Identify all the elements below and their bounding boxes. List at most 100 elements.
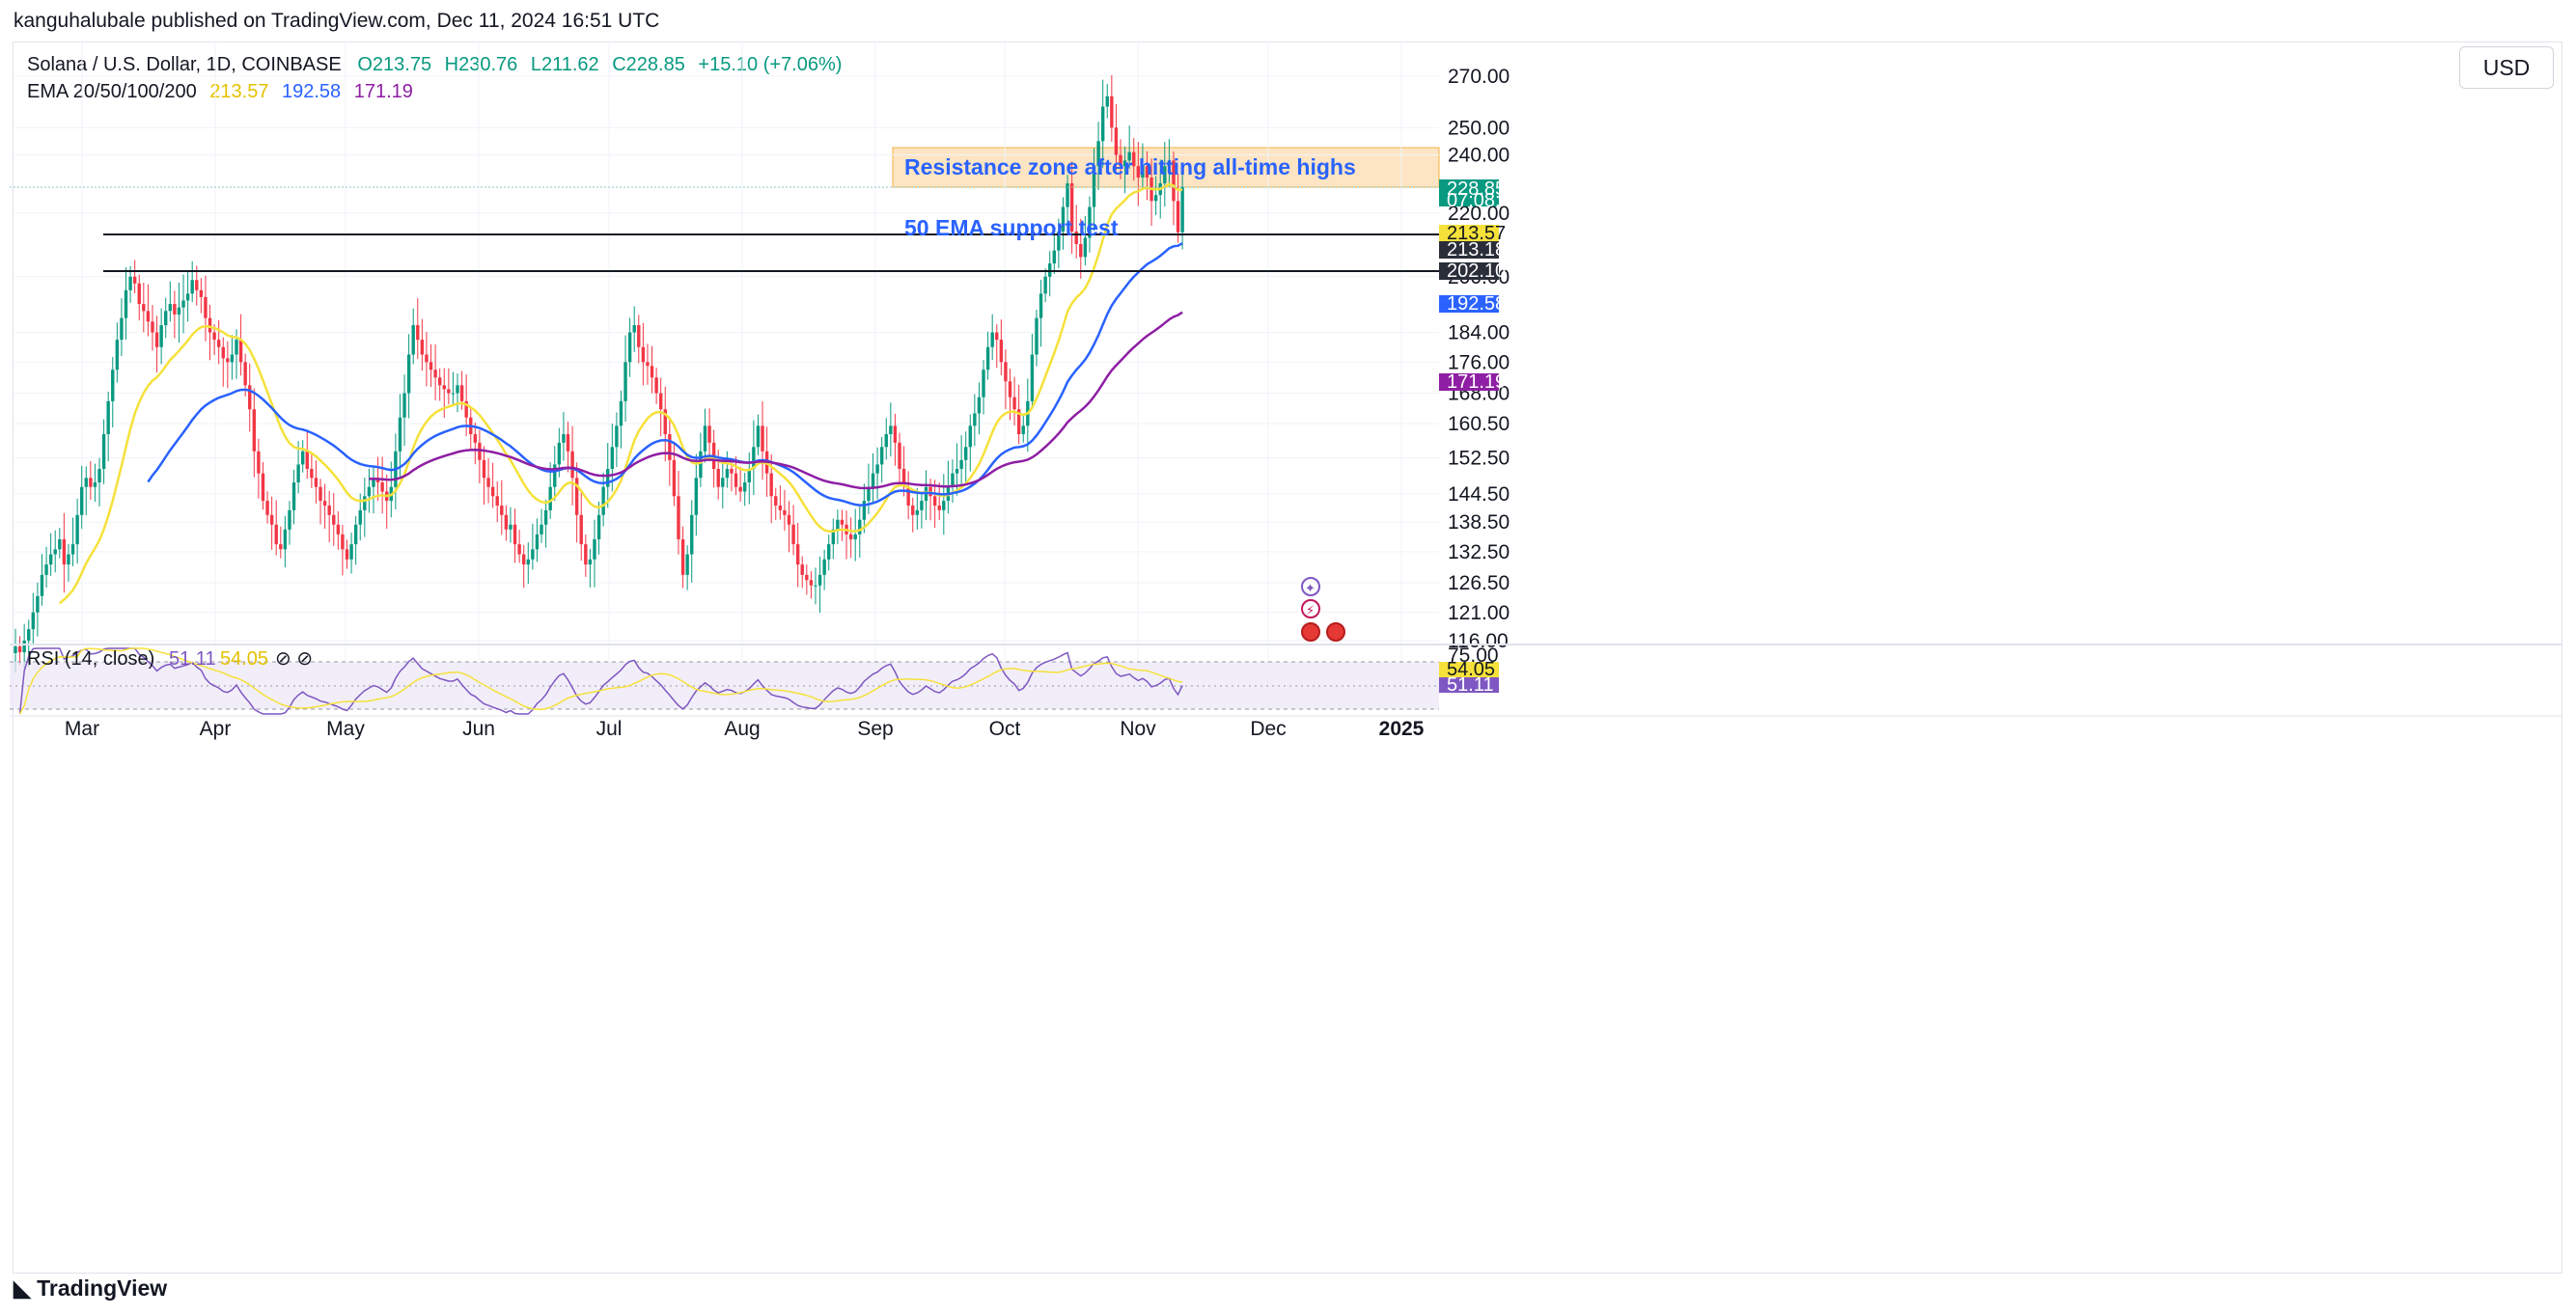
candle-body	[512, 524, 517, 545]
candle-body	[593, 538, 596, 560]
candle-body	[627, 332, 632, 363]
ema-legend: EMA 20/50/100/200 213.57 192.58 171.19	[27, 81, 421, 103]
candle-body	[901, 469, 906, 487]
candle-body	[22, 641, 26, 653]
tradingview-logo[interactable]: ◣ TradingView	[14, 1275, 168, 1301]
candle-body	[920, 501, 924, 510]
candle-body	[814, 585, 817, 587]
candle-body	[1122, 160, 1127, 167]
candle-body	[495, 496, 499, 506]
svg-text:✦: ✦	[1305, 582, 1316, 596]
candle-body	[398, 417, 402, 452]
candle-body	[707, 425, 711, 443]
candle-body	[548, 486, 552, 510]
time-axis[interactable]: Mar Apr May Jun Jul Aug Sep Oct Nov Dec 2025	[65, 718, 1425, 740]
candle-body	[1110, 96, 1114, 128]
candle-body	[416, 325, 420, 341]
candle-body	[353, 524, 358, 545]
ema-indicator-label[interactable]: EMA 20/50/100/200	[27, 81, 197, 102]
candle-body	[248, 385, 252, 410]
candle-body	[942, 501, 946, 510]
candle-body	[181, 300, 185, 308]
candle-body	[411, 325, 415, 355]
candle-body	[375, 478, 380, 482]
candle-body	[606, 469, 610, 487]
resistance-annotation[interactable]: Resistance zone after hitting all-time h…	[904, 154, 1356, 179]
sparkle-icon[interactable]	[1301, 577, 1320, 596]
x-tick-May: May	[326, 718, 365, 740]
candle-body	[36, 595, 40, 613]
candle-body	[269, 514, 274, 525]
candle-body	[1069, 183, 1074, 232]
candle-body	[199, 289, 204, 297]
candle-body	[690, 514, 694, 555]
candle-body	[879, 447, 884, 465]
candle-body	[999, 340, 1004, 363]
lightning-icon[interactable]	[1301, 599, 1320, 618]
rsi-line	[18, 647, 1183, 715]
candle-body	[778, 505, 783, 510]
candle-body	[310, 469, 314, 479]
candle-body	[221, 346, 225, 359]
us-flag-event-icon-2[interactable]	[1326, 622, 1345, 642]
ema-lines	[58, 182, 1183, 605]
candle-body	[836, 519, 840, 530]
candle-body	[40, 574, 44, 596]
candle-body	[420, 340, 425, 355]
candle-body	[341, 534, 345, 550]
ema20-line	[58, 182, 1183, 605]
event-icons[interactable]: ✦ ⚡	[1301, 577, 1345, 642]
candle-body	[451, 393, 456, 395]
support-annotation[interactable]: 50 EMA support test	[904, 215, 1119, 240]
candle-body	[490, 486, 495, 497]
rsi-legend-icons[interactable]: ⊘ ⊘	[275, 648, 313, 670]
symbol-title[interactable]: Solana / U.S. Dollar, 1D, COINBASE	[27, 54, 342, 75]
us-flag-event-icon[interactable]	[1301, 622, 1320, 642]
x-tick-Nov: Nov	[1120, 718, 1156, 740]
candle-body	[53, 549, 57, 555]
candle-body	[743, 481, 747, 492]
rsi-ma-tag-text: 54.05	[1447, 659, 1495, 680]
candle-body	[296, 464, 300, 482]
candle-body	[1052, 250, 1056, 264]
candle-body	[358, 509, 362, 525]
candle-body	[151, 321, 154, 333]
candle-body	[137, 283, 141, 305]
candle-body	[48, 554, 53, 565]
candle-body	[654, 377, 658, 394]
candle-body	[17, 645, 22, 653]
candle-body	[305, 451, 309, 470]
candle-body	[1043, 276, 1047, 294]
symbol-legend: Solana / U.S. Dollar, 1D, COINBASE O213.…	[27, 54, 849, 76]
x-tick-Jun: Jun	[462, 718, 495, 740]
candle-body	[840, 519, 845, 525]
candle-body	[623, 362, 627, 401]
candle-body	[31, 612, 36, 630]
candle-body	[995, 332, 999, 341]
candle-body	[522, 554, 526, 565]
candle-body	[208, 317, 212, 333]
candle-body	[204, 296, 208, 318]
rsi-ma-tag	[1439, 662, 1499, 677]
y-tick-240.00: 240.00	[1448, 145, 1510, 167]
candle-body	[862, 501, 867, 520]
candle-body	[615, 425, 619, 448]
candle-body	[1096, 141, 1100, 167]
candle-body	[70, 544, 75, 555]
price-axis[interactable]: 270.00250.00240.00220.00200.00184.00176.…	[1448, 66, 1510, 652]
y-tick-116.00: 116.00	[1448, 630, 1509, 652]
candle-body	[1180, 186, 1184, 233]
candle-body	[668, 434, 672, 460]
candle-body	[349, 544, 353, 560]
rsi-label[interactable]: RSI (14, close)	[27, 648, 154, 670]
y-tick-132.50: 132.50	[1448, 541, 1510, 563]
candle-body	[990, 332, 994, 347]
candle-body	[1105, 96, 1109, 107]
y-tick-138.50: 138.50	[1448, 511, 1510, 534]
y-tick-144.50: 144.50	[1448, 483, 1510, 506]
candle-body	[402, 393, 406, 418]
currency-button[interactable]: USD	[2459, 46, 2554, 89]
y-tick-220.00: 220.00	[1448, 203, 1510, 225]
candle-body	[1167, 160, 1172, 167]
